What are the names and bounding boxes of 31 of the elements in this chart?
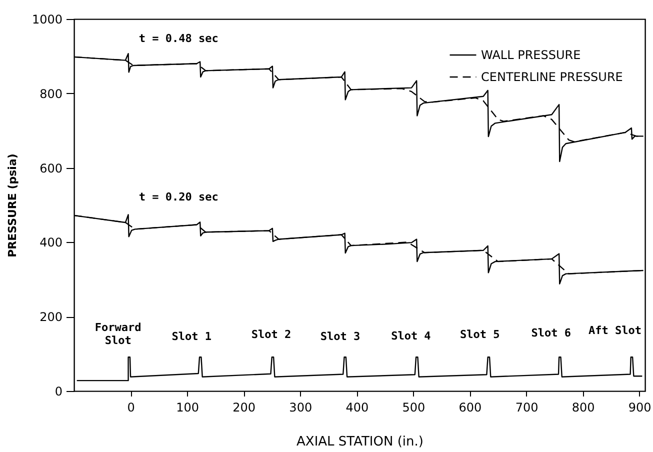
- y-tick-label: 800: [40, 86, 62, 101]
- x-axis-title: AXIAL STATION (in.): [296, 434, 424, 450]
- legend-label: WALL PRESSURE: [481, 48, 581, 62]
- x-tick-label: 500: [402, 400, 426, 414]
- annotation: Aft Slot: [588, 324, 642, 338]
- x-tick-label: 700: [515, 400, 538, 414]
- annotation: t = 0.48 sec: [138, 32, 218, 46]
- y-tick-label: 600: [40, 161, 62, 176]
- x-tick-label: 300: [289, 400, 312, 414]
- x-tick-label: 0: [127, 400, 135, 414]
- annotation: Slot 3: [320, 330, 360, 344]
- y-tick-label: 400: [40, 236, 62, 250]
- annotation: Slot 2: [251, 328, 292, 341]
- x-tick-label: 100: [176, 400, 200, 414]
- y-tick-label: 200: [40, 310, 62, 324]
- annotation: t = 0.20 sec: [138, 190, 218, 204]
- annotation: Slot 6: [531, 326, 572, 340]
- y-tick-label: 1000: [32, 12, 62, 26]
- annotation: Slot 4: [391, 330, 432, 343]
- x-tick-label: 400: [346, 400, 369, 414]
- annotation: Slot 5: [460, 328, 500, 341]
- x-tick-label: 600: [458, 400, 482, 414]
- line-series: [76, 356, 643, 382]
- annotation: Slot 1: [172, 330, 212, 344]
- y-axis-title: PRESSURE (psia): [6, 154, 19, 258]
- x-tick-label: 800: [572, 400, 595, 414]
- x-tick-label: 900: [628, 400, 652, 414]
- x-tick-label: 200: [232, 400, 256, 414]
- legend-label: CENTERLINE PRESSURE: [481, 70, 623, 84]
- annotation: Forward Slot: [94, 320, 142, 347]
- y-tick-label: 0: [54, 384, 62, 398]
